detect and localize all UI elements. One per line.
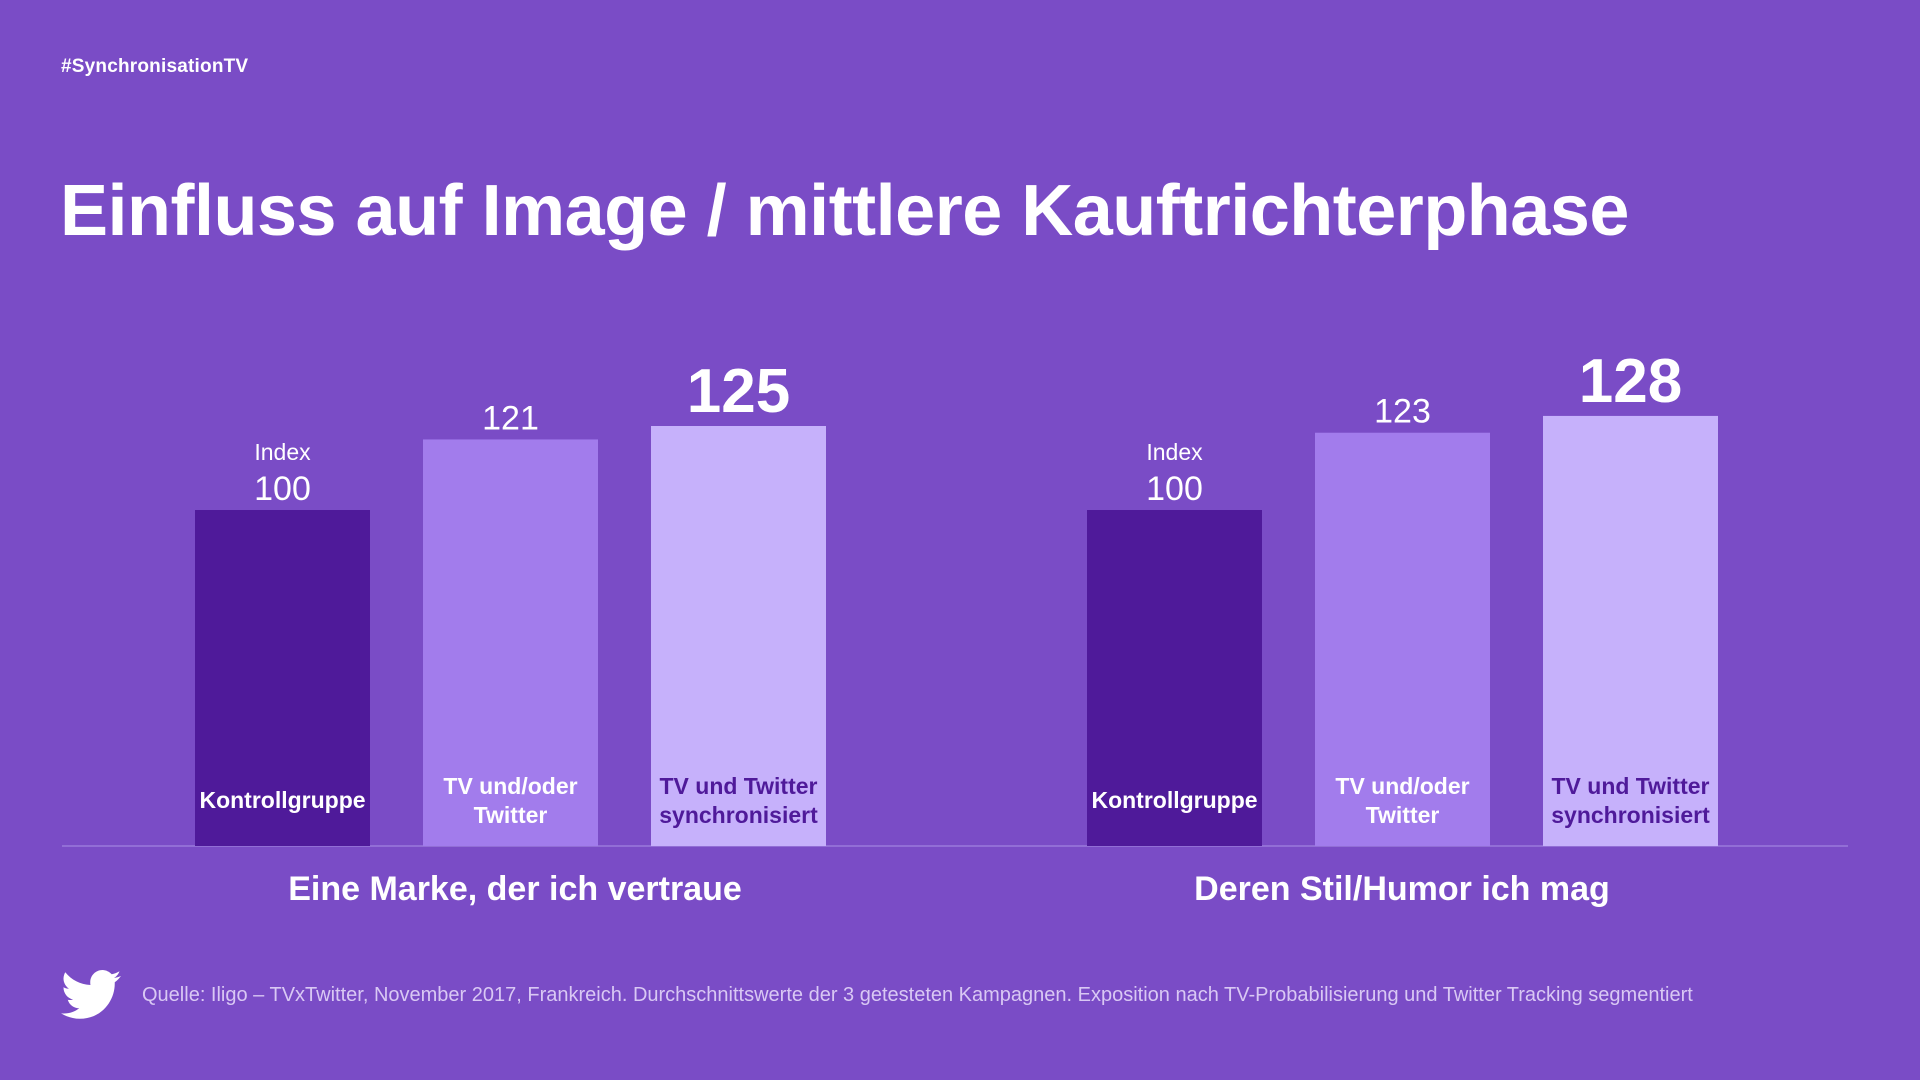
value-label-1-2: 121 xyxy=(482,399,539,437)
category-label-1-2: TV und/oder xyxy=(443,773,577,799)
bar-2-2 xyxy=(1315,432,1490,846)
bar-1-3 xyxy=(651,426,826,846)
page-title: Einfluss auf Image / mittlere Kauftricht… xyxy=(60,171,1629,251)
bar-1-2 xyxy=(423,439,598,846)
bar-2-1 xyxy=(1087,510,1262,846)
category-label-1-1: Kontrollgruppe xyxy=(199,787,365,813)
value-label-2-1: 100 xyxy=(1146,470,1203,508)
hashtag: #SynchronisationTV xyxy=(61,56,249,77)
category-label-1-3: TV und Twitter xyxy=(659,773,817,799)
source-note: Quelle: Iligo – TVxTwitter, November 201… xyxy=(142,983,1693,1006)
index-label-2: Index xyxy=(1146,439,1203,465)
category-label-1-2: Twitter xyxy=(474,802,548,828)
category-label-2-3: TV und Twitter xyxy=(1551,773,1709,799)
category-label-1-3: synchronisiert xyxy=(659,802,818,828)
value-label-2-3: 128 xyxy=(1579,347,1682,416)
bar-2-3 xyxy=(1543,415,1718,846)
group-label-2: Deren Stil/Humor ich mag xyxy=(1194,870,1610,908)
group-label-1: Eine Marke, der ich vertraue xyxy=(288,870,742,908)
category-label-2-1: Kontrollgruppe xyxy=(1091,787,1257,813)
value-label-1-1: 100 xyxy=(254,470,311,508)
twitter-bird-icon xyxy=(61,970,121,1019)
category-label-2-2: Twitter xyxy=(1366,802,1440,828)
category-label-2-2: TV und/oder xyxy=(1335,773,1469,799)
bar-1-1 xyxy=(195,510,370,846)
category-label-2-3: synchronisiert xyxy=(1551,802,1710,828)
value-label-2-2: 123 xyxy=(1374,393,1431,431)
value-label-1-3: 125 xyxy=(687,357,790,426)
index-label-1: Index xyxy=(254,439,311,465)
footer: Quelle: Iligo – TVxTwitter, November 201… xyxy=(60,970,1693,1020)
